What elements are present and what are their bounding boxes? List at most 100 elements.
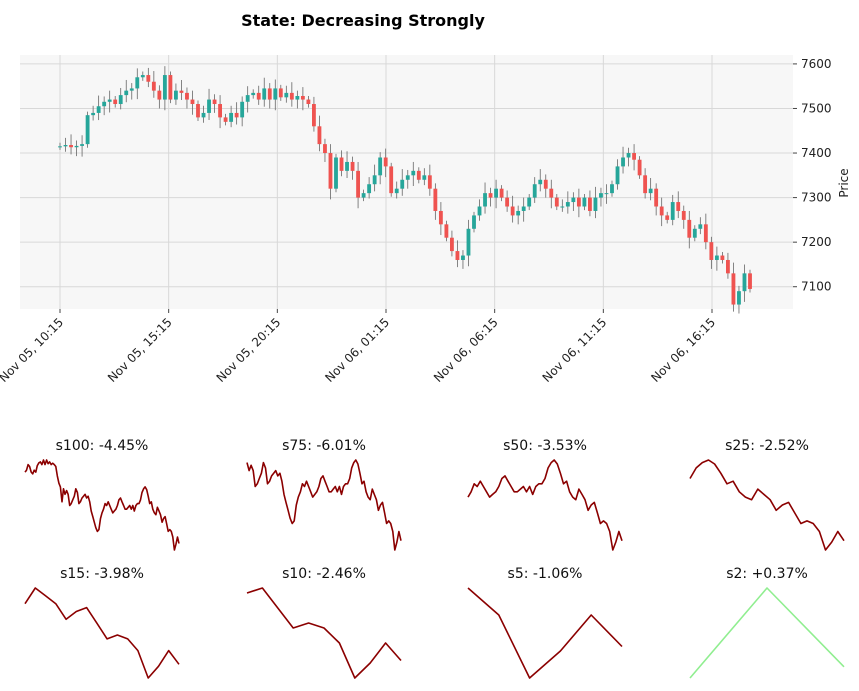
candle-body bbox=[212, 99, 217, 105]
small-chart: s25: -2.52% bbox=[689, 438, 845, 551]
candle-body bbox=[494, 188, 498, 198]
candle bbox=[610, 180, 614, 197]
candle-body bbox=[328, 153, 333, 189]
candle bbox=[240, 96, 245, 127]
candle bbox=[367, 177, 372, 199]
candle bbox=[328, 144, 333, 200]
candle-body bbox=[63, 145, 68, 147]
y-tick-label: 7400 bbox=[801, 146, 832, 160]
candle-body bbox=[151, 81, 156, 91]
candle-body bbox=[251, 92, 256, 96]
small-multiples: s100: -4.45% s75: -6.01% s50: -3.53% s25: -… bbox=[24, 438, 845, 679]
candle bbox=[58, 142, 62, 150]
candle bbox=[477, 199, 482, 221]
small-chart-line bbox=[24, 459, 180, 551]
candle bbox=[284, 85, 289, 103]
y-tick-label: 7300 bbox=[801, 191, 832, 205]
candle bbox=[632, 144, 636, 171]
candle bbox=[190, 90, 195, 115]
candle bbox=[450, 230, 454, 257]
small-chart: s15: -3.98% bbox=[24, 566, 180, 679]
candle-body bbox=[306, 99, 311, 105]
candle bbox=[289, 82, 294, 107]
candle bbox=[295, 90, 300, 109]
candle bbox=[726, 252, 730, 279]
candle bbox=[654, 183, 659, 216]
candle bbox=[394, 181, 399, 199]
small-chart-line bbox=[467, 587, 623, 679]
candle-body bbox=[461, 255, 465, 260]
candle bbox=[588, 190, 592, 217]
candle bbox=[118, 87, 123, 110]
candle-body bbox=[262, 88, 267, 100]
small-chart: s50: -3.53% bbox=[467, 438, 623, 551]
candle-body bbox=[300, 95, 305, 100]
candle bbox=[720, 251, 725, 264]
candle-body bbox=[444, 224, 449, 238]
candle-body bbox=[516, 210, 521, 216]
candle bbox=[140, 71, 145, 81]
small-chart-title: s50: -3.53% bbox=[503, 438, 587, 454]
candle-body bbox=[129, 88, 134, 91]
candle-body bbox=[433, 188, 438, 211]
candlestick-plot: 7100 7200 7300 7400 7500 7600 Nov 05, 10:15 Nov… bbox=[0, 55, 851, 385]
candle-body bbox=[229, 112, 234, 122]
candle bbox=[306, 95, 311, 108]
candle bbox=[179, 79, 184, 101]
candle bbox=[444, 220, 449, 242]
candle-body bbox=[118, 95, 123, 105]
candle-body bbox=[312, 104, 316, 127]
candle-body bbox=[361, 193, 366, 198]
candle bbox=[698, 217, 703, 235]
candle bbox=[146, 67, 151, 88]
candle-body bbox=[96, 106, 101, 113]
x-tick-label: Nov 06, 06:15 bbox=[431, 315, 501, 385]
candle bbox=[521, 197, 526, 222]
candle bbox=[334, 153, 338, 193]
candle-body bbox=[499, 188, 504, 198]
candle bbox=[532, 177, 537, 203]
candle-body bbox=[560, 206, 565, 208]
small-chart-title: s100: -4.45% bbox=[56, 438, 149, 454]
x-tick-label: Nov 05, 10:15 bbox=[0, 315, 66, 385]
candle-body bbox=[85, 115, 90, 145]
candle-body bbox=[505, 197, 510, 207]
candle-body bbox=[334, 157, 338, 189]
small-chart-line bbox=[24, 587, 180, 679]
candle bbox=[157, 85, 162, 109]
candle-body bbox=[245, 95, 250, 102]
x-tick-label: Nov 06, 11:15 bbox=[540, 315, 610, 385]
candle bbox=[323, 138, 327, 162]
candle-body bbox=[665, 215, 670, 220]
candle-body bbox=[339, 157, 344, 171]
candle bbox=[593, 186, 598, 219]
candle-body bbox=[466, 228, 471, 256]
candle-body bbox=[256, 92, 261, 100]
candle-body bbox=[626, 153, 631, 158]
candle bbox=[383, 148, 388, 178]
x-tick-label: Nov 06, 01:15 bbox=[322, 315, 392, 385]
candle bbox=[63, 137, 68, 152]
candle bbox=[350, 156, 355, 180]
candle bbox=[582, 194, 587, 211]
small-chart-title: s5: -1.06% bbox=[508, 566, 583, 582]
candle-body bbox=[394, 188, 399, 194]
candle bbox=[339, 150, 344, 177]
candle-body bbox=[58, 146, 62, 148]
candle bbox=[256, 85, 261, 105]
candle-body bbox=[389, 166, 394, 194]
candle-body bbox=[190, 99, 195, 105]
candle-body bbox=[317, 126, 322, 145]
candle-body bbox=[455, 251, 460, 260]
candle bbox=[543, 174, 548, 198]
candle-body bbox=[737, 291, 741, 305]
candle-body bbox=[582, 197, 587, 207]
candle-body bbox=[124, 90, 129, 96]
candle-body bbox=[571, 197, 576, 203]
candle bbox=[80, 135, 84, 157]
candle-body bbox=[648, 188, 653, 194]
small-chart-title: s75: -6.01% bbox=[282, 438, 366, 454]
candle bbox=[731, 262, 736, 312]
candle bbox=[411, 161, 416, 187]
candle bbox=[196, 100, 200, 121]
